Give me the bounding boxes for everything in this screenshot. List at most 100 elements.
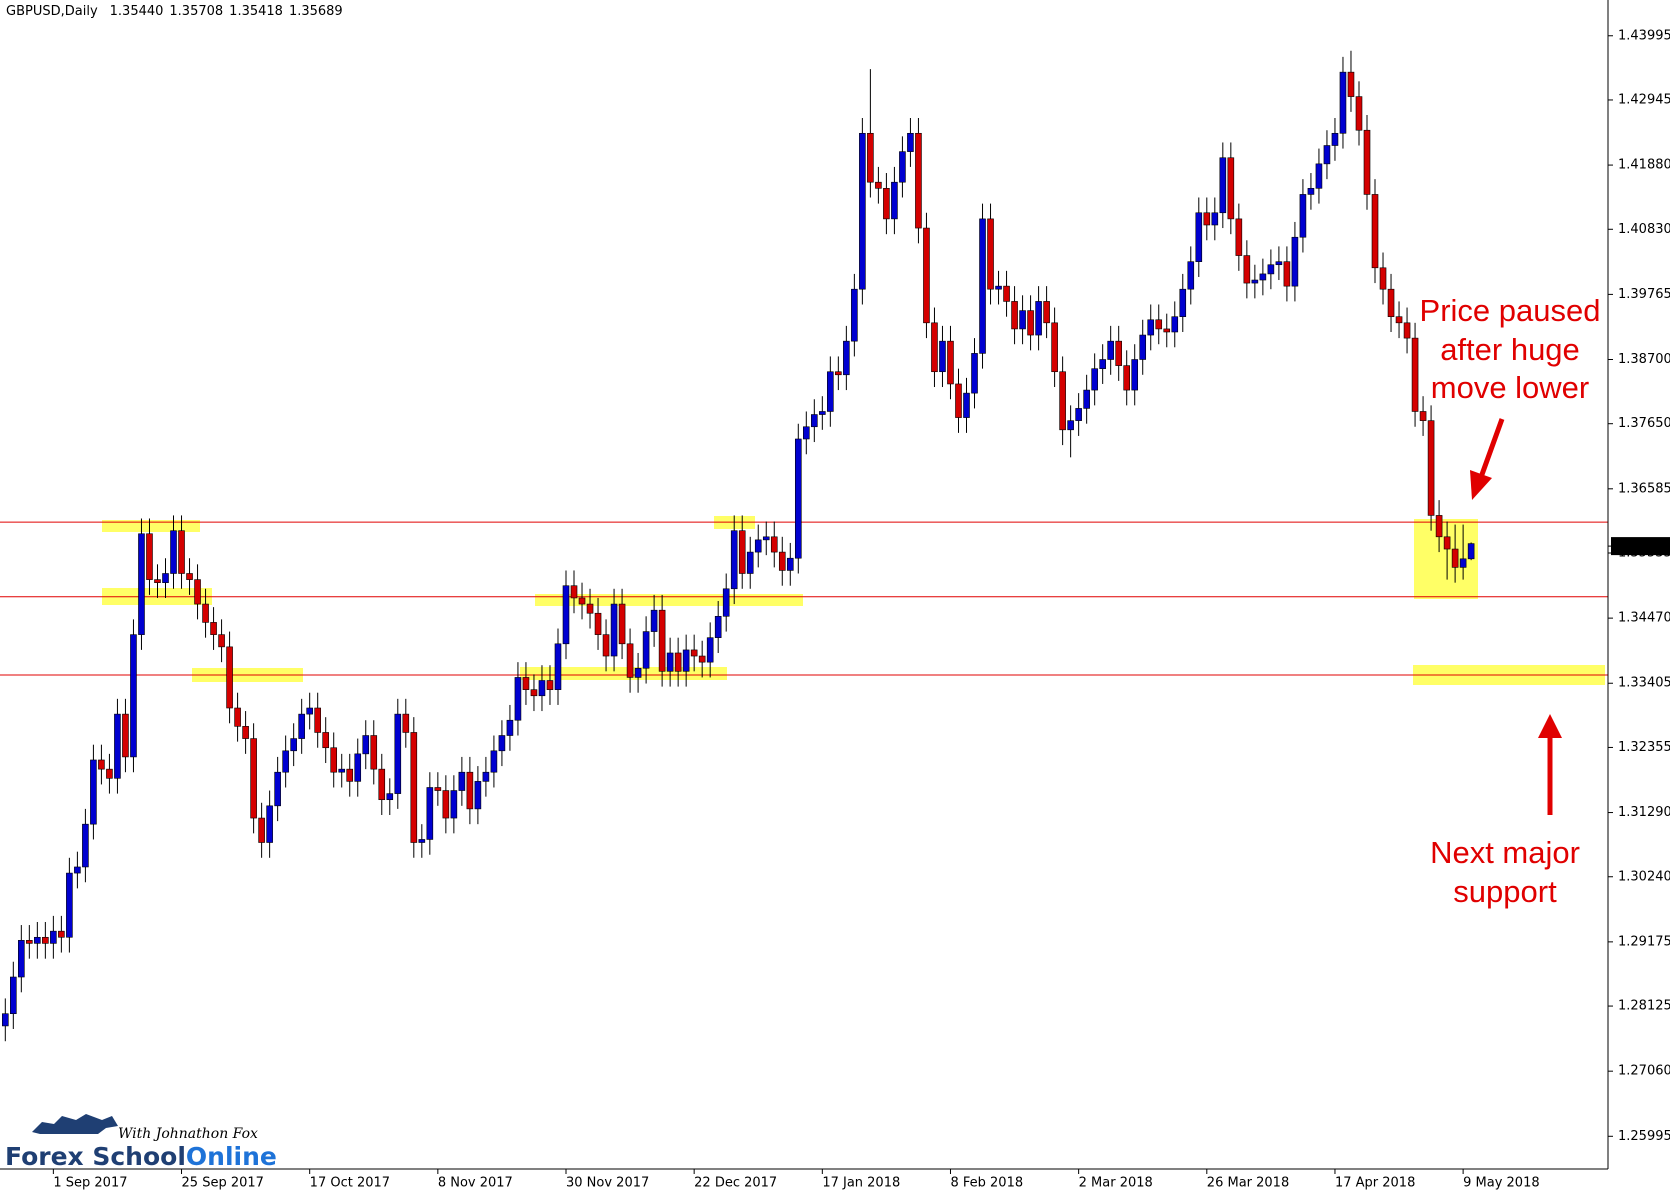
bear-body: [594, 612, 602, 635]
bear-body: [1123, 365, 1130, 391]
y-tick-label: 1.40830: [1618, 222, 1670, 237]
header-close: 1.35689: [289, 4, 343, 19]
chart-header: GBPUSD,Daily 1.35440 1.35708 1.35418 1.35689: [6, 4, 343, 19]
symbol: GBPUSD,Daily: [6, 4, 98, 19]
bear-body: [698, 655, 706, 663]
header-high: 1.35708: [169, 4, 223, 19]
bull-body: [450, 790, 458, 819]
bear-body: [1203, 212, 1211, 226]
x-tick-label: 9 May 2018: [1463, 1176, 1540, 1191]
x-tick-label: 1 Sep 2017: [53, 1176, 127, 1191]
bull-body: [1267, 264, 1275, 275]
axes: 1.43995 1.42945 1.41880 1.40830 1.39765 1.387…: [52, 28, 1670, 1191]
bear-body: [178, 530, 185, 574]
bull-body: [682, 649, 690, 672]
bear-body: [1403, 322, 1411, 339]
bull-body: [859, 132, 866, 290]
y-tick-label: 1.38700: [1618, 352, 1670, 367]
bull-body: [1131, 359, 1139, 391]
bull-body: [971, 353, 978, 394]
x-tick-label: 8 Feb 2018: [950, 1176, 1023, 1191]
bull-body: [82, 823, 89, 868]
bull-body: [1035, 301, 1042, 336]
bull-body: [386, 793, 394, 801]
annotation-paused: Price paused after huge move lower: [1420, 293, 1601, 500]
bull-body: [851, 288, 858, 342]
y-tick-label: 1.29175: [1618, 934, 1670, 949]
bull-body: [1251, 279, 1259, 284]
bear-body: [690, 649, 698, 657]
bull-body: [1339, 71, 1347, 134]
bull-body: [282, 750, 289, 773]
bear-body: [370, 735, 378, 770]
bear-body: [947, 340, 954, 385]
bull-body: [354, 753, 362, 782]
bear-body: [466, 771, 474, 810]
bull-body: [1331, 132, 1339, 146]
bear-body: [186, 573, 193, 580]
bull-body: [1091, 368, 1098, 391]
bear-body: [1011, 301, 1018, 330]
bull-body: [458, 771, 466, 791]
bear-body: [330, 747, 338, 773]
y-tick-label: 1.41880: [1618, 158, 1670, 173]
bear-body: [770, 536, 778, 553]
x-tick-label: 25 Sep 2017: [182, 1176, 264, 1191]
y-tick-label: 1.34470: [1618, 611, 1670, 626]
bull-body: [995, 285, 1002, 290]
bear-body: [618, 603, 626, 645]
bear-body: [1363, 129, 1371, 195]
bear-body: [626, 643, 634, 678]
bull-body: [1307, 188, 1315, 195]
bull-body: [706, 637, 714, 663]
annotation-support: Next major support: [1430, 714, 1580, 909]
bear-body: [378, 768, 386, 801]
bull-body: [650, 609, 658, 632]
bull-body: [170, 530, 177, 574]
bull-body: [482, 771, 490, 782]
bull-body: [74, 866, 81, 874]
bear-body: [867, 132, 874, 183]
bear-body: [578, 597, 586, 605]
x-tick-label: 17 Apr 2018: [1335, 1176, 1415, 1191]
x-tick-label: 26 Mar 2018: [1207, 1176, 1289, 1191]
bull-body: [394, 713, 402, 794]
bear-body: [1059, 371, 1066, 431]
bear-body: [1243, 255, 1251, 284]
bear-body: [242, 726, 249, 739]
bull-body: [963, 392, 970, 418]
bull-body: [979, 218, 986, 354]
bull-body: [50, 930, 57, 944]
bull-body: [1275, 261, 1283, 266]
levels: [0, 521, 1608, 676]
bull-body: [1, 1013, 9, 1027]
bear-body: [194, 579, 201, 605]
bear-body: [835, 371, 842, 376]
header-open: 1.35440: [110, 4, 164, 19]
bear-body: [602, 634, 610, 657]
bear-body: [322, 732, 330, 749]
logo-brand: Forex SchoolOnline: [5, 1142, 277, 1171]
bull-body: [666, 652, 674, 672]
bear-body: [522, 677, 530, 690]
bear-body: [1003, 285, 1010, 302]
bull-body: [306, 707, 313, 715]
annotation-line: Price paused: [1420, 293, 1601, 328]
bull-body: [891, 181, 898, 220]
y-tick-label: 1.27060: [1618, 1064, 1670, 1079]
x-tick-label: 22 Dec 2017: [694, 1176, 777, 1191]
bull-body: [338, 768, 346, 773]
bear-body: [202, 603, 209, 623]
bear-body: [1227, 157, 1235, 220]
bear-body: [1347, 71, 1355, 97]
bull-body: [794, 438, 802, 559]
bull-body: [10, 976, 17, 1015]
y-tick-label: 1.36585: [1618, 481, 1670, 496]
bull-body: [506, 719, 514, 736]
bear-body: [674, 652, 682, 672]
bear-body: [106, 768, 113, 779]
bear-body: [1043, 301, 1050, 324]
bull-body: [498, 735, 506, 752]
